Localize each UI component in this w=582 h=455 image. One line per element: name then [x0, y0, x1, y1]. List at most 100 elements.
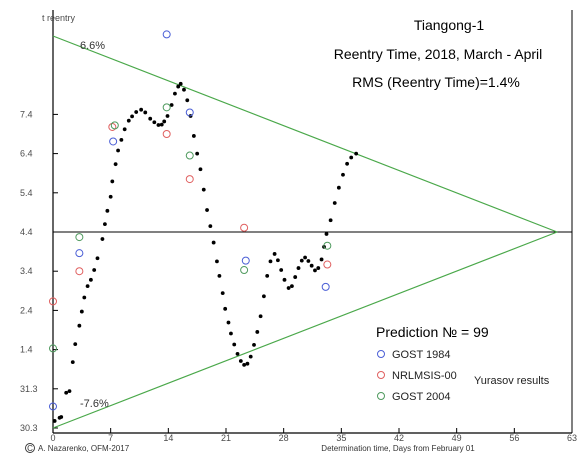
dot-point-37: [179, 82, 183, 86]
dot-point-73: [297, 266, 301, 270]
dot-point-22: [123, 127, 127, 131]
dot-point-51: [223, 307, 227, 311]
dot-point-24: [130, 114, 134, 118]
dot-point-49: [218, 274, 222, 278]
dot-point-61: [255, 330, 259, 334]
dot-point-52: [227, 321, 231, 325]
x-tick-label-0: 0: [50, 433, 55, 443]
dot-point-21: [119, 138, 123, 142]
dot-point-77: [310, 264, 314, 268]
footer-author: A. Nazarenko, OFM-2017: [38, 444, 130, 453]
dot-point-67: [276, 258, 280, 262]
dot-point-4: [68, 389, 72, 393]
dot-point-64: [265, 274, 269, 278]
dot-point-23: [127, 119, 131, 123]
dot-point-63: [262, 294, 266, 298]
dot-point-0: [53, 419, 57, 423]
y-tick-label-6: 5.4: [20, 188, 33, 198]
dot-point-33: [166, 114, 170, 118]
dot-point-8: [80, 310, 84, 314]
dot-point-13: [96, 256, 100, 260]
dot-point-84: [333, 201, 337, 205]
envelope-bottom-label: -7.6%: [80, 398, 109, 410]
dot-point-38: [182, 88, 186, 92]
dot-point-27: [143, 111, 147, 115]
legend-note: Yurasov results: [474, 375, 550, 387]
y-tick-label-4: 3.4: [20, 266, 33, 276]
y-tick-label-2: 1.4: [20, 345, 33, 355]
dot-point-35: [173, 92, 177, 96]
dot-point-31: [160, 123, 164, 127]
dot-point-9: [82, 296, 86, 300]
legend-label-1: NRLMSIS-00: [392, 370, 457, 382]
dot-point-5: [71, 360, 75, 364]
y-tick-label-0: 30.3: [20, 423, 38, 433]
dot-point-62: [259, 314, 263, 318]
dot-point-85: [337, 186, 341, 190]
x-tick-label-2: 14: [163, 433, 173, 443]
dot-point-2: [59, 415, 63, 419]
dot-point-70: [287, 286, 291, 290]
dot-point-78: [313, 269, 317, 273]
y-tick-label-7: 6.4: [20, 149, 33, 159]
legend-label-2: GOST 2004: [392, 391, 451, 403]
dot-point-28: [148, 117, 152, 121]
dot-point-89: [354, 152, 358, 156]
dot-point-47: [212, 241, 216, 245]
dot-point-26: [139, 108, 143, 112]
dot-point-83: [329, 218, 333, 222]
x-tick-label-5: 35: [336, 433, 346, 443]
dot-point-17: [109, 195, 113, 199]
x-tick-label-7: 49: [452, 433, 462, 443]
copyright-symbol: C: [27, 444, 33, 453]
dot-point-6: [73, 342, 77, 346]
dot-point-30: [157, 123, 161, 127]
rms-label: RMS (Reentry Time)=1.4%: [352, 74, 520, 90]
dot-point-15: [103, 222, 107, 226]
y-tick-label-1: 31.3: [20, 384, 38, 394]
dot-point-65: [269, 260, 273, 264]
dot-point-82: [325, 232, 329, 236]
legend-label-0: GOST 1984: [392, 349, 451, 361]
envelope-top-label: 6.6%: [80, 40, 105, 52]
dot-point-12: [92, 268, 96, 272]
dot-point-16: [105, 209, 109, 213]
dot-point-32: [162, 120, 166, 124]
x-tick-label-1: 7: [108, 433, 113, 443]
x-tick-label-8: 56: [509, 433, 519, 443]
dot-point-86: [341, 173, 345, 177]
dot-point-88: [349, 156, 353, 160]
dot-point-19: [114, 162, 118, 166]
dot-point-56: [239, 359, 243, 363]
dot-point-42: [195, 152, 199, 156]
dot-point-25: [134, 110, 138, 114]
dot-point-76: [306, 259, 310, 263]
dot-point-69: [283, 278, 287, 282]
dot-point-20: [116, 149, 120, 153]
dot-point-68: [279, 268, 283, 272]
dot-point-55: [236, 352, 240, 356]
dot-point-39: [185, 98, 189, 102]
dot-point-44: [202, 188, 206, 192]
dot-point-11: [89, 278, 93, 282]
dot-point-10: [86, 284, 90, 288]
x-tick-label-6: 42: [394, 433, 404, 443]
dot-point-80: [320, 258, 324, 262]
chart-title: Tiangong-1: [414, 17, 485, 33]
x-tick-label-3: 21: [221, 433, 231, 443]
y-tick-label-8: 7.4: [20, 109, 33, 119]
dot-point-48: [215, 260, 219, 264]
dot-point-45: [205, 208, 209, 212]
dot-point-43: [199, 167, 203, 171]
dot-point-53: [229, 332, 233, 336]
reference-label: t reentry: [42, 13, 76, 23]
dot-point-18: [110, 180, 114, 184]
dot-point-41: [192, 134, 196, 138]
dot-point-7: [77, 324, 81, 328]
dot-point-50: [221, 291, 225, 295]
dot-point-75: [303, 256, 307, 260]
y-tick-label-3: 2.4: [20, 305, 33, 315]
dot-point-58: [246, 362, 250, 366]
dot-point-57: [242, 363, 246, 367]
dot-point-54: [232, 343, 236, 347]
